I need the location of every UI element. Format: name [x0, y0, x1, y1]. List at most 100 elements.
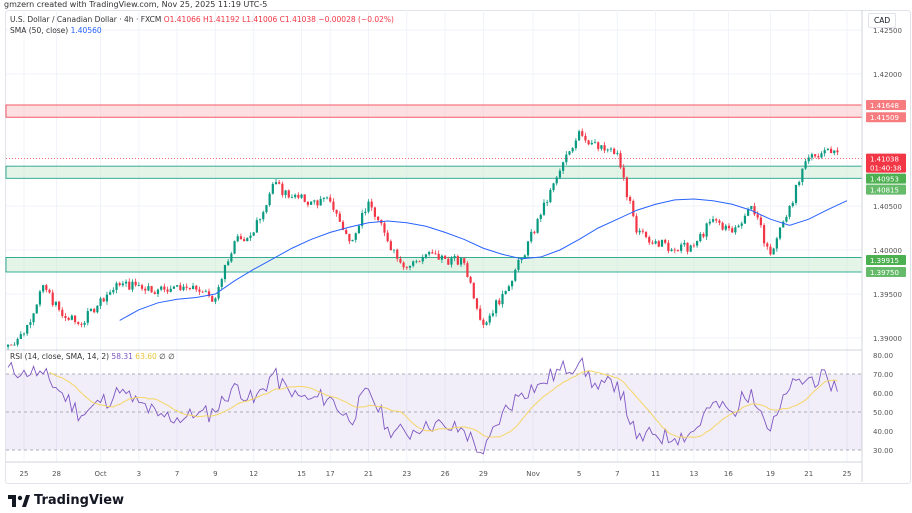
candle-body	[313, 200, 316, 202]
candle-body	[124, 281, 128, 284]
candle-body	[86, 311, 89, 323]
candle-body	[364, 211, 367, 213]
candle-body	[485, 322, 488, 325]
candle-body	[137, 285, 140, 286]
candle-body	[590, 142, 593, 145]
candle-body	[265, 205, 268, 213]
candle-body	[338, 213, 341, 222]
candle-body	[539, 214, 542, 219]
candle-body	[762, 225, 766, 244]
candle-body	[769, 246, 772, 255]
price-tick-label: 1.42500	[873, 27, 902, 35]
candle-body	[829, 148, 833, 154]
candle-body	[424, 254, 428, 258]
ohlc-open: O1.41066	[163, 15, 201, 24]
candle-body	[227, 261, 230, 265]
candle-body	[19, 334, 22, 339]
candle-body	[778, 227, 782, 239]
candle-body	[641, 230, 644, 232]
candle-body	[804, 161, 807, 169]
candle-body	[731, 228, 734, 233]
candle-body	[683, 242, 686, 245]
sma-label[interactable]: SMA (50, close)	[10, 26, 69, 35]
candle-body	[332, 201, 335, 210]
ohlc-change: −0.00028 (−0.02%)	[318, 15, 394, 24]
candle-body	[568, 151, 571, 155]
candle-body	[182, 286, 185, 290]
candle-body	[405, 267, 408, 269]
time-tick-label: 23	[402, 470, 411, 478]
time-tick-label: 13	[689, 470, 698, 478]
candle-body	[702, 234, 705, 237]
time-tick-label: 17	[326, 470, 335, 478]
candle-body	[587, 140, 590, 145]
candle-body	[211, 296, 214, 302]
zone-price-tag: 1.41509	[870, 114, 899, 122]
candle-body	[370, 201, 373, 208]
candle-body	[708, 221, 711, 224]
candle-body	[335, 209, 338, 214]
candle-body	[306, 201, 310, 205]
candle-body	[29, 322, 32, 325]
time-tick-label: Oct	[95, 470, 107, 478]
candle-body	[246, 237, 249, 242]
candle-body	[147, 286, 150, 291]
candle-body	[689, 245, 692, 252]
candle-body	[600, 145, 603, 149]
candle-body	[606, 149, 609, 151]
candle-body	[657, 241, 660, 247]
candle-body	[440, 255, 443, 260]
candle-body	[680, 244, 683, 251]
candle-body	[383, 223, 386, 233]
candle-body	[255, 220, 258, 233]
candle-body	[434, 253, 437, 255]
candle-body	[35, 304, 38, 314]
candle-body	[753, 206, 756, 215]
candle-body	[109, 292, 112, 295]
candle-body	[214, 298, 217, 302]
candle-body	[195, 285, 198, 290]
candle-body	[632, 200, 635, 217]
candle-body	[354, 233, 357, 240]
candle-body	[10, 344, 13, 346]
rsi-label[interactable]: RSI (14, close, SMA, 14, 2)	[10, 352, 110, 361]
candle-body	[153, 292, 156, 295]
candle-body	[188, 287, 191, 290]
symbol-name[interactable]: U.S. Dollar / Canadian Dollar · 4h · FXC…	[10, 15, 162, 24]
candle-body	[115, 283, 118, 290]
candle-body	[823, 150, 826, 154]
currency-button[interactable]: CAD	[868, 13, 897, 28]
candle-body	[549, 190, 552, 203]
candle-body	[798, 182, 801, 186]
candle-body	[396, 249, 399, 259]
candle-body	[268, 193, 271, 206]
candle-body	[345, 230, 348, 234]
candle-body	[711, 219, 715, 222]
candle-body	[341, 221, 345, 231]
candle-body	[223, 264, 227, 280]
candle-body	[466, 263, 469, 277]
sma-value: 1.40560	[70, 26, 102, 35]
candle-body	[558, 170, 562, 178]
candle-body	[160, 286, 163, 290]
candle-body	[418, 261, 421, 263]
symbol-legend: U.S. Dollar / Canadian Dollar · 4h · FXC…	[10, 14, 394, 36]
candle-body	[112, 289, 115, 293]
candle-body	[625, 177, 629, 198]
candle-body	[262, 212, 265, 220]
candle-body	[402, 262, 405, 268]
candle-body	[428, 252, 431, 255]
candle-body	[80, 323, 83, 325]
candle-body	[756, 214, 759, 218]
tradingview-logo[interactable]: TradingView	[8, 493, 124, 508]
candle-body	[144, 288, 147, 291]
candle-body	[510, 280, 514, 287]
candle-body	[565, 154, 568, 163]
candle-body	[727, 225, 731, 229]
candle-body	[284, 190, 287, 195]
candle-body	[750, 206, 753, 210]
candle-body	[794, 185, 798, 203]
candle-body	[740, 223, 743, 226]
candle-body	[616, 153, 619, 155]
